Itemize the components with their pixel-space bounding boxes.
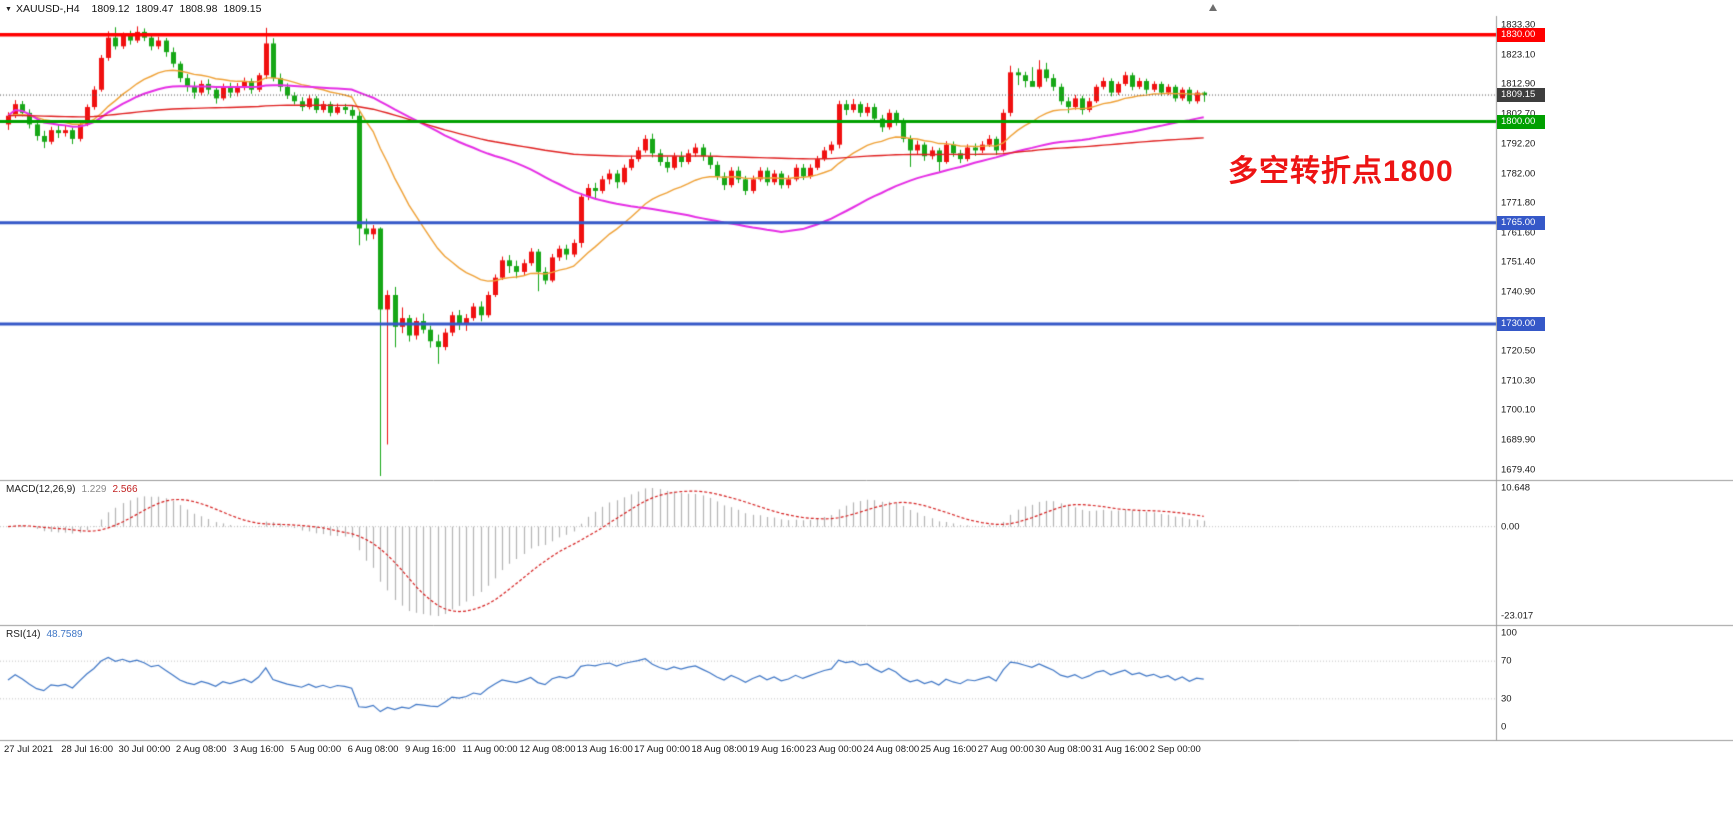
price-tag: 1765.00: [1497, 215, 1545, 230]
rsi-indicator-title: RSI(14) 48.7589: [6, 629, 89, 640]
price-axis-label: 1782.00: [1501, 168, 1536, 180]
price-tag: 1830.00: [1497, 27, 1545, 42]
current-price-tag: 1809.15: [1497, 88, 1545, 103]
time-axis-label: 28 Jul 16:00: [61, 744, 114, 755]
price-axis-label: 1833.30: [1501, 19, 1536, 31]
symbol-dropdown-icon[interactable]: ▼: [5, 6, 12, 13]
macd-indicator-title: MACD(12,26,9) 1.229 2.566: [6, 484, 144, 495]
macd-label: MACD(12,26,9): [6, 484, 76, 495]
macd-value-signal: 2.566: [112, 484, 138, 495]
macd-axis-label: 0.00: [1501, 521, 1520, 533]
time-axis-label: 27 Aug 00:00: [977, 744, 1034, 755]
price-axis-label: 1761.60: [1501, 227, 1536, 239]
price-axis-label: 1689.90: [1501, 434, 1536, 446]
rsi-value: 48.7589: [46, 629, 83, 640]
time-axis-label: 18 Aug 08:00: [691, 744, 748, 755]
time-axis-label: 30 Jul 00:00: [118, 744, 171, 755]
rsi-axis-label: 30: [1501, 693, 1512, 705]
time-axis-label: 3 Aug 16:00: [233, 744, 284, 755]
chart-shift-marker-icon[interactable]: [1209, 4, 1217, 11]
price-tag: 1800.00: [1497, 114, 1545, 129]
time-axis-label: 2 Sep 00:00: [1149, 744, 1201, 755]
price-axis-label: 1710.30: [1501, 375, 1536, 387]
time-axis-label: 5 Aug 00:00: [290, 744, 342, 755]
time-axis-label: 11 Aug 00:00: [462, 744, 518, 755]
ohlc-low: 1808.98: [179, 3, 218, 15]
time-axis-label: 2 Aug 08:00: [175, 744, 227, 755]
annotation-text: 多空转折点1800: [1228, 155, 1454, 188]
price-tag: 1730.00: [1497, 316, 1545, 331]
time-axis-label: 23 Aug 00:00: [805, 744, 862, 755]
price-axis-label: 1802.70: [1501, 108, 1535, 119]
rsi-axis-label: 0: [1501, 721, 1507, 733]
price-axis-label: 1812.90: [1501, 78, 1536, 90]
ohlc-close: 1809.15: [223, 3, 262, 15]
time-axis-label: 12 Aug 08:00: [519, 744, 576, 755]
title-bar: ▼ XAUUSD-,H4 1809.12 1809.47 1808.98 1809.15: [5, 3, 267, 15]
price-axis-label: 1700.10: [1501, 404, 1536, 416]
ohlc-open: 1809.12: [91, 3, 130, 15]
price-axis-label: 1792.20: [1501, 138, 1536, 150]
time-axis-label: 13 Aug 16:00: [576, 744, 633, 755]
rsi-axis-label: 70: [1501, 655, 1512, 667]
symbol-timeframe-label: XAUUSD-,H4: [15, 3, 80, 15]
price-axis-label: 1740.90: [1501, 286, 1536, 298]
time-axis-label: 17 Aug 00:00: [634, 744, 691, 755]
price-axis-label: 1720.50: [1501, 345, 1536, 357]
time-axis-label: 27 Jul 2021: [4, 744, 54, 755]
time-axis-label: 9 Aug 16:00: [404, 744, 456, 755]
price-axis-label: 1751.40: [1501, 256, 1536, 268]
time-axis-label: 19 Aug 16:00: [748, 744, 805, 755]
macd-axis-label: 10.648: [1501, 482, 1531, 494]
time-axis-label: 30 Aug 08:00: [1035, 744, 1092, 755]
rsi-label: RSI(14): [6, 629, 41, 640]
time-axis-label: 25 Aug 16:00: [920, 744, 977, 755]
macd-value-main: 1.229: [81, 484, 107, 495]
price-axis-label: 1823.10: [1501, 49, 1536, 61]
macd-axis-label: -23.017: [1501, 610, 1534, 622]
price-axis-label: 1771.80: [1501, 197, 1536, 209]
ohlc-high: 1809.47: [135, 3, 174, 15]
time-axis-label: 31 Aug 16:00: [1092, 744, 1149, 755]
time-axis-label: 24 Aug 08:00: [863, 744, 920, 755]
price-axis-label: 1679.40: [1501, 464, 1536, 476]
time-axis-label: 6 Aug 08:00: [347, 744, 399, 755]
rsi-axis-label: 100: [1501, 627, 1517, 639]
